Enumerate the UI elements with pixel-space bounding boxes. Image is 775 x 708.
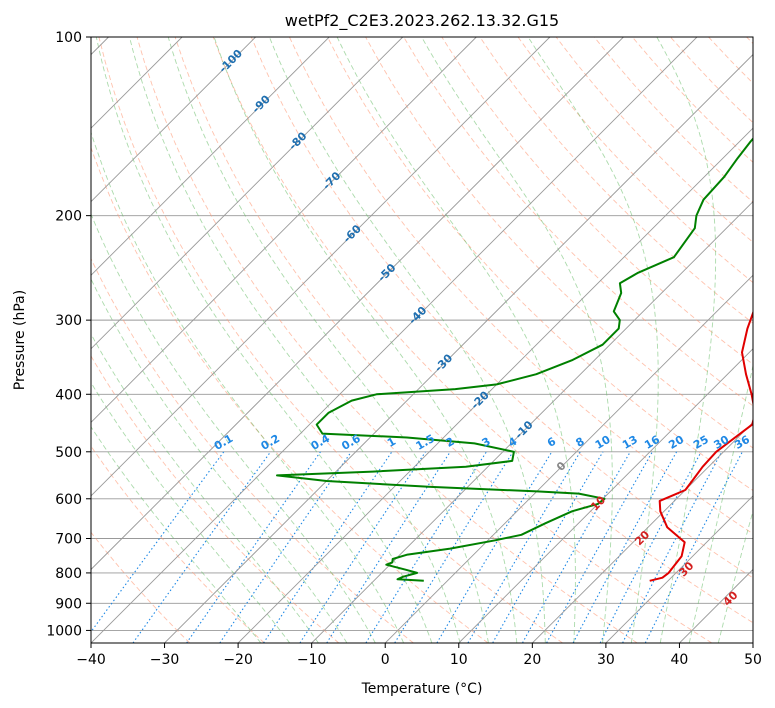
moist-adiabat-16	[213, 37, 518, 643]
mixing-ratio-line-15	[599, 451, 702, 643]
temperature-line	[649, 282, 753, 582]
y-tick-label-7: 800	[55, 566, 82, 582]
isotherm--10	[311, 201, 753, 643]
isotherm--30	[164, 53, 753, 643]
isotherm--90	[91, 37, 330, 276]
mixing-ratio-line-3	[219, 451, 352, 643]
moist-adiabat--12	[91, 333, 319, 643]
y-tick-label-9: 1000	[46, 623, 82, 639]
dry-adiabat-130	[517, 37, 753, 284]
isotherm-20	[532, 421, 753, 643]
y-tick-label-4: 500	[55, 445, 82, 461]
x-tick-label-5: 10	[450, 652, 468, 668]
skewed-isotherms	[91, 37, 753, 643]
moist-adiabat-8	[129, 37, 461, 643]
dry-adiabat-40	[174, 37, 713, 643]
x-tick-label-4: 0	[381, 652, 390, 668]
x-tick-label-8: 40	[671, 652, 689, 668]
moist-adiabat-0	[91, 130, 405, 643]
dry-adiabat-50	[212, 37, 753, 624]
y-tick-label-5: 600	[55, 492, 82, 508]
dry-adiabat--20	[91, 445, 265, 643]
y-tick-label-1: 200	[55, 209, 82, 225]
x-tick-label-6: 20	[523, 652, 541, 668]
y-axis-label: Pressure (hPa)	[12, 290, 28, 390]
x-tick-label-0: −40	[76, 652, 106, 668]
isotherm--40	[91, 37, 698, 643]
x-tick-label-1: −30	[150, 652, 180, 668]
moist-adiabat-20	[268, 37, 546, 643]
x-tick-label-3: −10	[297, 652, 327, 668]
dry-adiabat--30	[91, 531, 191, 643]
mixing-ratio-line-2	[186, 451, 321, 643]
moist-adiabat--20	[91, 426, 262, 643]
moist-adiabat-32	[527, 37, 659, 643]
x-axis-label: Temperature (°C)	[361, 681, 483, 697]
moist-adiabat-40	[688, 363, 753, 643]
y-axis: 100 200 300 400 500 600 700 800 900 1000	[46, 30, 91, 639]
moist-adiabat-4	[95, 37, 433, 643]
isotherm--50	[91, 37, 624, 571]
y-tick-label-0: 100	[55, 30, 82, 46]
isotherm--20	[237, 127, 753, 643]
dry-adiabat-100	[403, 37, 753, 407]
isotherm--100	[91, 37, 256, 203]
mixing-ratio-line-6	[326, 451, 451, 643]
grid-lines	[91, 37, 753, 631]
isotherm-30	[605, 495, 753, 643]
isotherm--80	[91, 37, 404, 350]
isotherm-10	[458, 348, 753, 643]
mixing-ratio-line-14	[572, 451, 678, 643]
y-tick-label-8: 900	[55, 596, 82, 612]
mixing-ratio-line-1	[132, 451, 272, 643]
isotherm--60	[91, 37, 551, 497]
mixing-ratio-line-0	[91, 451, 225, 633]
moist-adiabat-28	[421, 37, 613, 643]
mixing-ratio-line-9	[436, 451, 553, 643]
profile-series	[276, 137, 753, 582]
mixing-ratio-line-12	[522, 451, 631, 643]
x-tick-label-9: 50	[744, 652, 762, 668]
moist-adiabat-44	[717, 509, 753, 643]
dry-adiabat-80	[327, 37, 753, 492]
x-tick-label-2: −20	[223, 652, 253, 668]
dry-adiabat-30	[136, 37, 638, 643]
mixing-ratio-line-4	[263, 451, 393, 643]
moist-adiabat--8	[91, 278, 348, 643]
mixing-ratio-line-7	[365, 451, 487, 643]
x-tick-label-7: 30	[597, 652, 615, 668]
y-tick-label-6: 700	[55, 532, 82, 548]
y-tick-label-3: 400	[55, 387, 82, 403]
moist-adiabats	[91, 37, 753, 643]
moist-adiabat-36	[656, 37, 717, 643]
dry-adiabat-10	[91, 146, 489, 643]
dry-adiabat-20	[98, 37, 563, 643]
chart-title: wetPf2_C2E3.2023.262.13.32.G15	[285, 11, 559, 31]
plot-frame	[90, 36, 754, 644]
x-axis: −40 −30 −20 −10 0 10 20 30 40 50	[76, 643, 762, 668]
dewpoint-line	[276, 137, 753, 582]
isotherm--70	[91, 37, 477, 423]
moist-adiabat-24	[336, 37, 576, 643]
y-tick-label-2: 300	[55, 313, 82, 329]
dry-adiabat--10	[91, 355, 340, 643]
mixing-ratio-line-13	[546, 451, 653, 643]
mixing-ratio-line-5	[299, 451, 426, 643]
dry-adiabat-60	[250, 37, 753, 579]
mixing-ratio-lines	[91, 451, 743, 643]
dry-adiabats	[91, 37, 753, 643]
moist-adiabat--4	[91, 212, 376, 643]
dry-adiabat-120	[479, 37, 753, 324]
moist-adiabat-12	[167, 37, 489, 643]
